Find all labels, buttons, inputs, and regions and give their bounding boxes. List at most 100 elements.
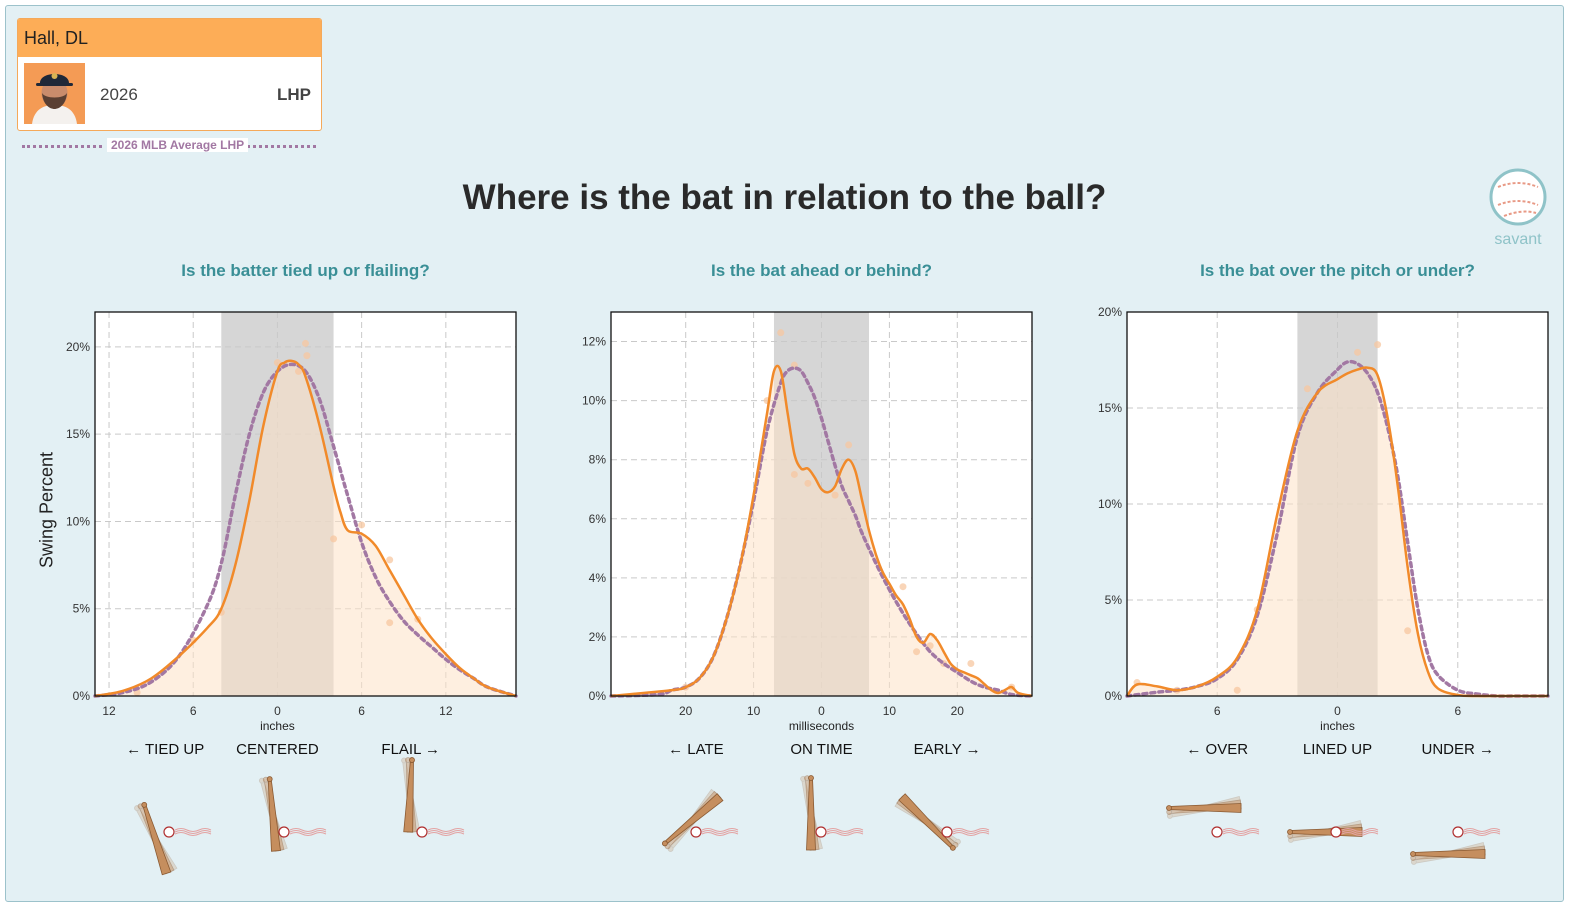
data-point xyxy=(330,535,338,543)
player-line xyxy=(610,364,1033,698)
y-tick-label: 0% xyxy=(1105,689,1123,703)
y-tick-label: 6% xyxy=(589,512,607,526)
baseball-logo-icon xyxy=(1489,168,1547,226)
ball-trail xyxy=(1463,830,1501,834)
average-legend-label: 2026 MLB Average LHP xyxy=(107,138,249,152)
y-tick-label: 10% xyxy=(66,514,90,528)
ball-trail xyxy=(1341,830,1379,834)
player-area-fill xyxy=(95,360,516,696)
category-label: ← OVER xyxy=(1186,741,1248,758)
x-tick-label: 6 xyxy=(1454,704,1461,718)
player-area-fill xyxy=(1127,367,1548,697)
data-point xyxy=(831,491,839,499)
chart-frame: Hall, DL 2026 LHP 2026 MLB Average LHP W… xyxy=(5,5,1564,902)
ball-trail xyxy=(1341,828,1379,832)
category-label: ← LATE xyxy=(668,741,724,758)
y-tick-label: 15% xyxy=(66,427,90,441)
ball-trail xyxy=(701,832,739,836)
ball-trail xyxy=(952,832,990,836)
bat-illustration xyxy=(134,801,178,876)
baseball-icon xyxy=(1211,826,1223,838)
ball-trail xyxy=(289,830,327,834)
page-title: Where is the bat in relation to the ball… xyxy=(462,178,1107,217)
bat-knob xyxy=(808,775,814,781)
y-tick-label: 2% xyxy=(589,630,607,644)
bat-illustration xyxy=(258,776,288,852)
ball-trail xyxy=(289,828,327,832)
x-tick-label: 20 xyxy=(679,704,693,718)
x-tick-label: 0 xyxy=(1334,704,1341,718)
panel-title: Is the batter tied up or flailing? xyxy=(181,261,429,280)
bat-knob xyxy=(1287,837,1294,843)
panel-title: Is the bat ahead or behind? xyxy=(711,261,932,280)
ball-trail xyxy=(289,832,327,836)
mlb-average-line xyxy=(93,362,518,698)
savant-logo-text: savant xyxy=(1494,231,1542,248)
x-tick-label: 0 xyxy=(274,704,281,718)
data-point xyxy=(294,367,302,375)
bat-illustration xyxy=(894,793,961,851)
chart-panel-1: Is the batter tied up or flailing? 0% 5% 10… xyxy=(66,261,518,876)
data-point xyxy=(967,660,975,668)
ball-trail xyxy=(1222,832,1260,836)
bat-icon xyxy=(1166,803,1242,813)
bat-icon xyxy=(661,793,724,847)
ball-trail xyxy=(174,828,212,832)
x-axis-unit-label: inches xyxy=(260,719,295,733)
bat-knob xyxy=(134,805,140,811)
ball-trail xyxy=(826,830,864,834)
baseball-icon xyxy=(278,826,290,838)
y-tick-label: 10% xyxy=(1098,497,1122,511)
y-tick-label: 5% xyxy=(1105,593,1123,607)
y-tick-label: 8% xyxy=(589,453,607,467)
data-point xyxy=(386,556,394,564)
charts-svg: Is the batter tied up or flailing? 0% 5% 10… xyxy=(66,261,1550,876)
bat-knob xyxy=(1410,851,1416,857)
y-tick-label: 4% xyxy=(589,571,607,585)
data-point xyxy=(302,339,309,347)
bat-knob xyxy=(954,838,961,845)
bat-knob xyxy=(661,840,668,847)
category-label: ON TIME xyxy=(790,741,852,758)
ball-trail xyxy=(1222,830,1260,834)
data-point xyxy=(386,619,394,627)
ball-trail xyxy=(1463,832,1501,836)
data-point xyxy=(845,441,853,449)
plot-border xyxy=(610,311,1033,697)
player-card[interactable]: Hall, DL 2026 LHP xyxy=(17,18,322,131)
bat-illustration xyxy=(661,788,724,852)
baseball-icon xyxy=(163,826,175,838)
baseball-icon xyxy=(815,826,827,838)
bat-knob xyxy=(258,777,265,784)
y-tick-label: 0% xyxy=(73,689,91,703)
category-label: FLAIL → xyxy=(381,741,440,758)
bat-knob xyxy=(141,801,148,808)
y-tick-label: 0% xyxy=(589,689,607,703)
bat-knob xyxy=(1287,829,1293,835)
bat-knob xyxy=(667,846,674,852)
category-label: CENTERED xyxy=(236,741,319,758)
data-point xyxy=(1233,686,1241,694)
ball-trail xyxy=(826,828,864,832)
legend-dash-left xyxy=(22,145,102,148)
player-avatar xyxy=(24,63,85,124)
ball-trail xyxy=(826,832,864,836)
x-tick-label: 10 xyxy=(747,704,761,718)
ball-trail xyxy=(1463,828,1501,832)
baseball-icon xyxy=(941,826,953,838)
data-point xyxy=(1374,341,1382,349)
baseball-icon xyxy=(1452,826,1464,838)
bat-icon xyxy=(403,757,415,833)
bat-knob xyxy=(401,757,407,764)
x-tick-label: 12 xyxy=(439,704,453,718)
baseball-icon xyxy=(1330,826,1342,838)
data-point xyxy=(1354,348,1362,356)
plot-border xyxy=(94,311,517,697)
ball-trail xyxy=(427,832,465,836)
bat-knob xyxy=(1410,859,1417,865)
data-point xyxy=(790,470,798,478)
savant-logo[interactable]: savant xyxy=(1488,167,1548,251)
average-legend: 2026 MLB Average LHP xyxy=(17,138,320,153)
bat-icon xyxy=(806,775,816,851)
bat-knob xyxy=(266,776,273,783)
